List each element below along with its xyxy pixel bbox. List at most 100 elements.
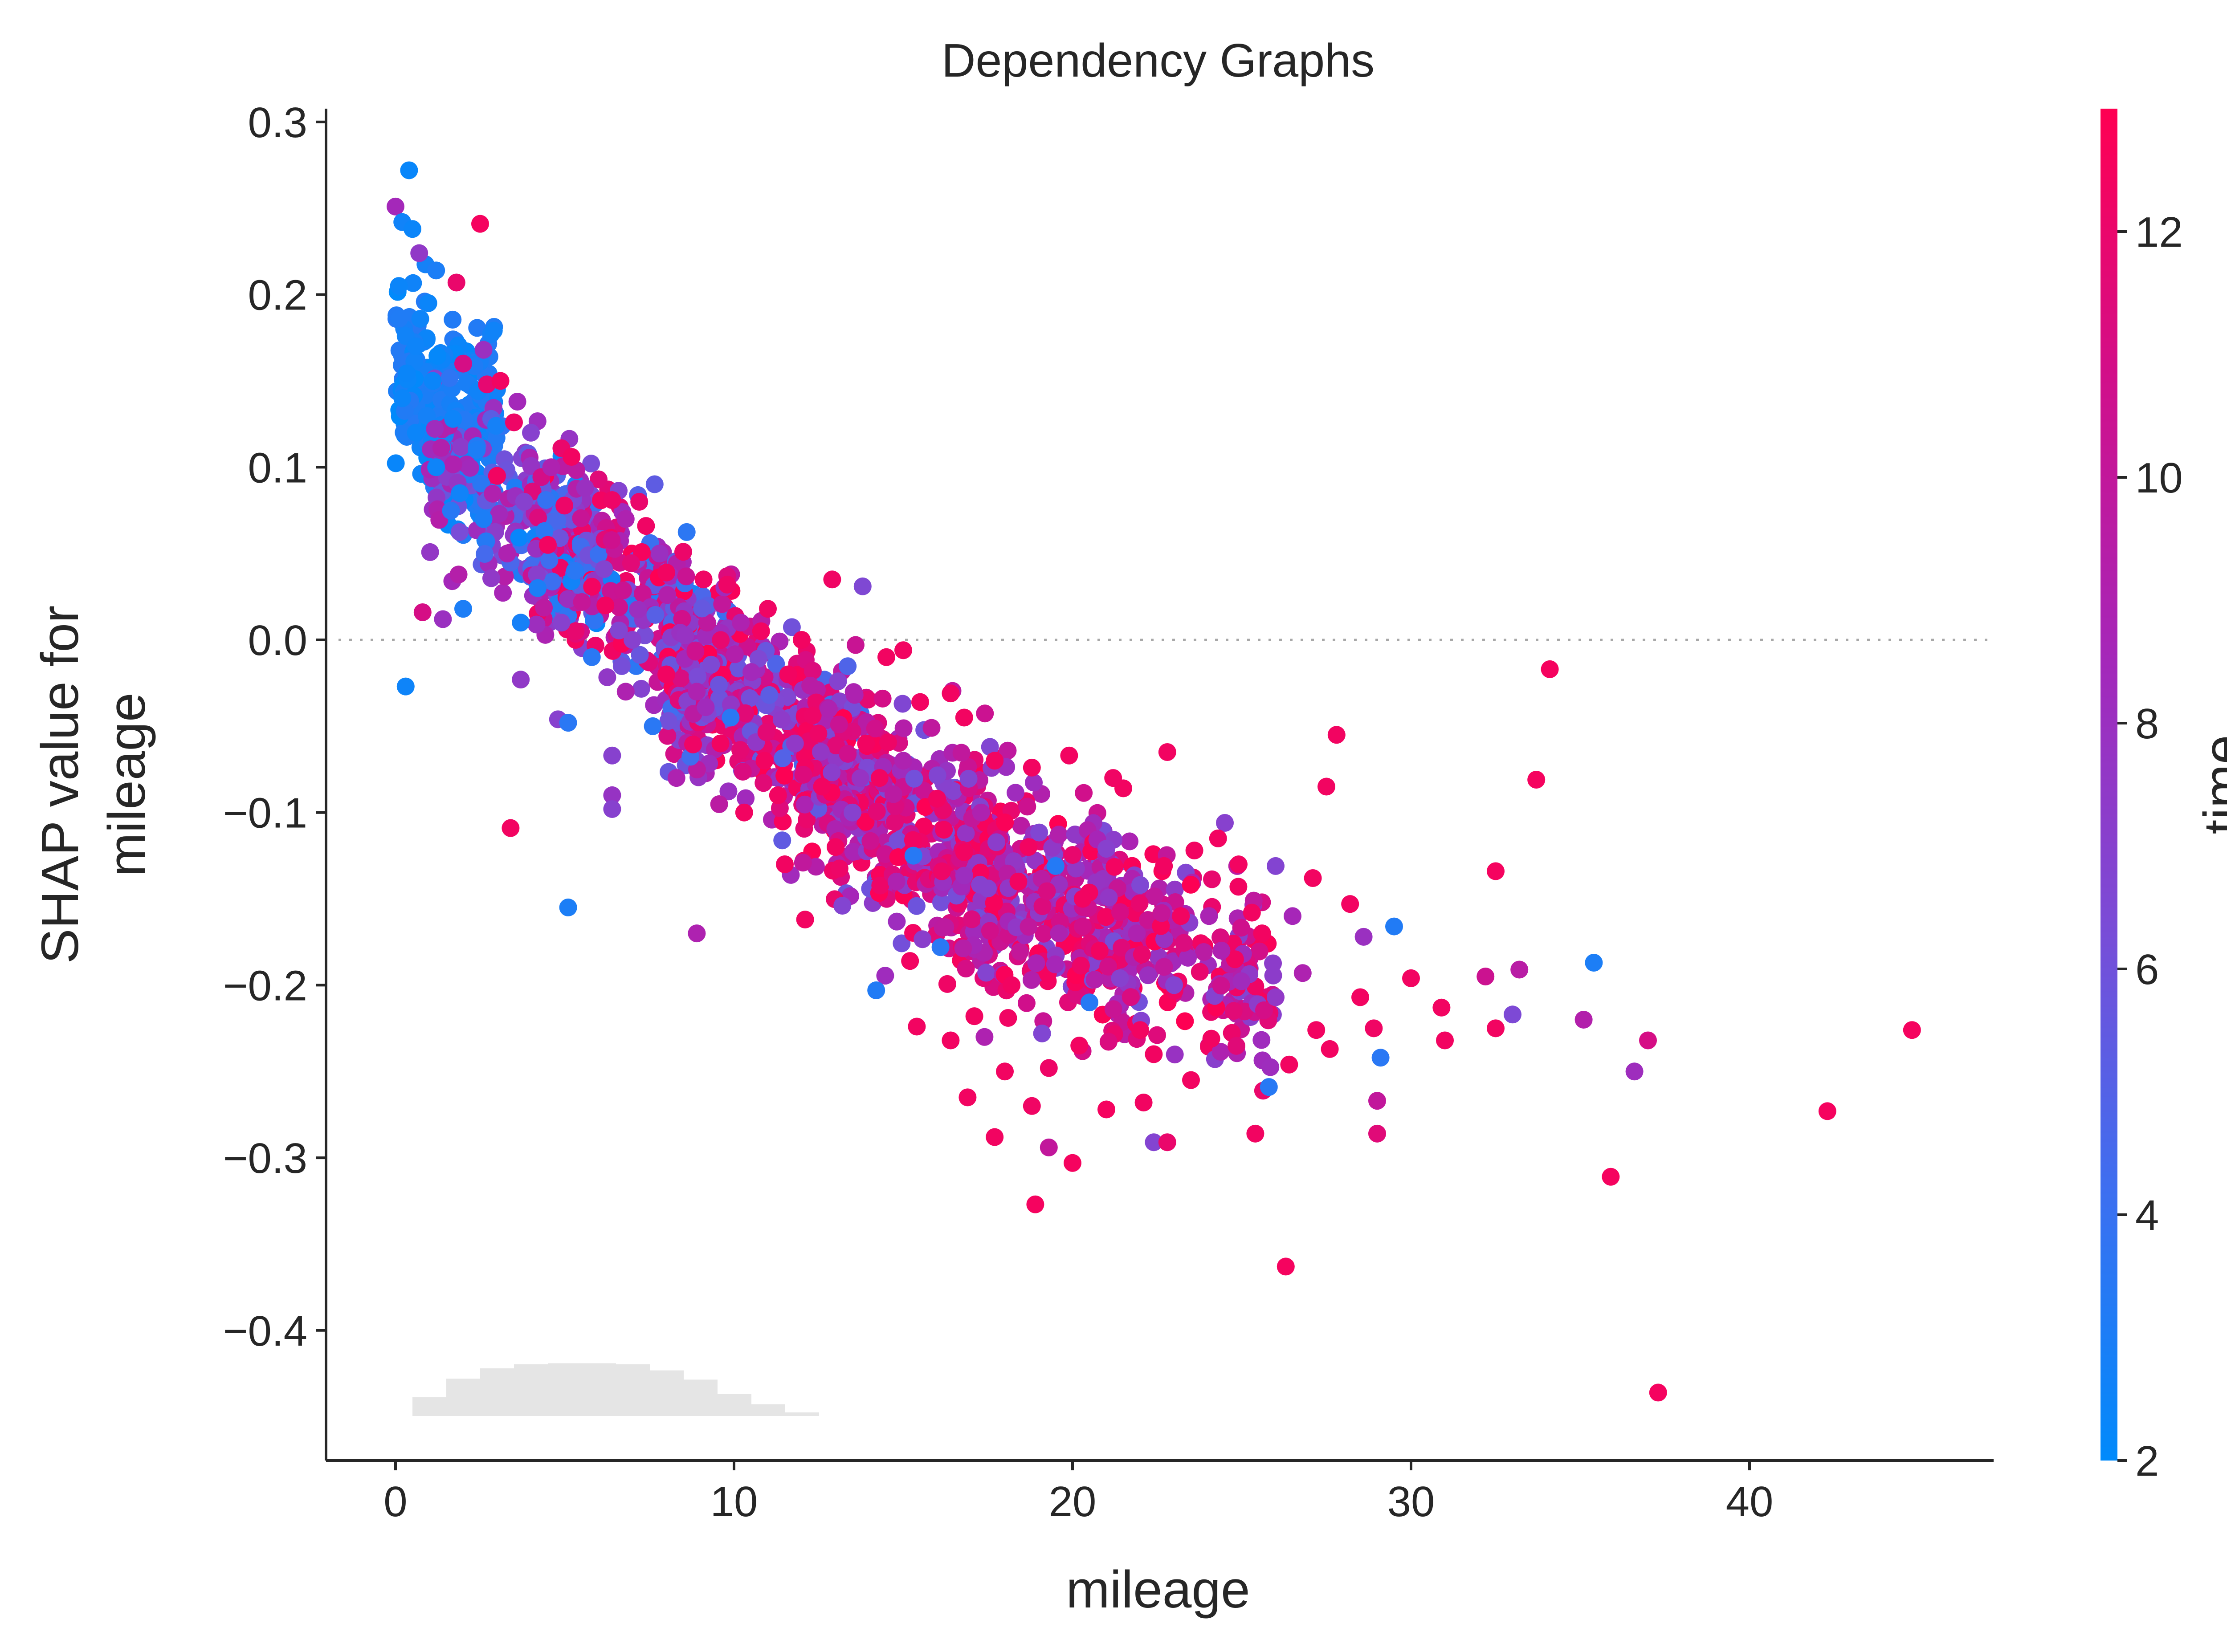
scatter-point <box>610 598 628 616</box>
colorbar: 2 4 6 8 10 12 time <box>2101 109 2227 1485</box>
scatter-point <box>742 663 761 681</box>
scatter-point <box>1487 862 1505 880</box>
scatter-point <box>1585 953 1603 972</box>
scatter-point <box>474 510 493 528</box>
x-tick-label: 0 <box>383 1478 407 1526</box>
scatter-point <box>1064 1154 1081 1172</box>
scatter-point <box>667 769 685 787</box>
colorbar-tick-label: 10 <box>2135 454 2183 502</box>
scatter-point <box>632 680 650 698</box>
scatter-point <box>732 614 750 632</box>
chart-title-group: Dependency Graphs <box>942 34 1375 87</box>
scatter-point <box>851 769 869 787</box>
scatter-point <box>1133 945 1151 964</box>
scatter-point <box>1317 777 1335 796</box>
scatter-point <box>1050 826 1068 844</box>
scatter-point <box>1307 1021 1326 1039</box>
scatter-point <box>629 600 647 618</box>
scatter-point <box>914 781 933 800</box>
scatter-point <box>515 492 533 511</box>
scatter-point <box>1040 1059 1058 1077</box>
scatter-point <box>674 543 692 561</box>
scatter-point <box>387 454 405 472</box>
scatter-point <box>673 610 691 628</box>
scatter-point <box>1046 955 1064 973</box>
scatter-point <box>1105 858 1124 876</box>
scatter-point <box>496 567 514 586</box>
scatter-point <box>697 698 715 716</box>
scatter-point <box>490 505 508 523</box>
scatter-point <box>390 309 408 328</box>
scatter-point <box>645 475 664 493</box>
scatter-point <box>1018 798 1036 816</box>
scatter-point <box>659 712 677 730</box>
scatter-point <box>1574 1010 1593 1029</box>
scatter-point <box>928 766 946 785</box>
histogram-bar <box>548 1363 582 1416</box>
histogram-bar <box>988 1450 1022 1461</box>
histogram-bar <box>920 1440 954 1461</box>
scatter-point <box>798 810 816 829</box>
scatter-point <box>672 669 690 688</box>
scatter-point <box>589 545 608 563</box>
scatter-point <box>603 491 621 509</box>
scatter-point <box>468 319 486 337</box>
scatter-point <box>861 832 880 850</box>
scatter-point <box>1067 859 1085 878</box>
scatter-point <box>474 341 493 359</box>
scatter-point <box>813 777 831 796</box>
scatter-point <box>871 876 889 895</box>
scatter-point <box>979 879 997 898</box>
scatter-point <box>1023 758 1041 777</box>
scatter-point <box>1818 1102 1836 1120</box>
scatter-point <box>976 704 994 723</box>
scatter-point <box>887 872 905 891</box>
scatter-point <box>1075 784 1093 802</box>
scatter-point <box>713 595 731 613</box>
scatter-point <box>830 859 848 878</box>
colorbar-tick-label: 8 <box>2135 700 2159 748</box>
scatter-point <box>1012 817 1030 835</box>
scatter-point <box>505 413 523 431</box>
scatter-point <box>1085 970 1104 989</box>
scatter-point <box>1011 943 1029 961</box>
scatter-point <box>529 509 547 527</box>
scatter-point <box>1072 956 1090 975</box>
scatter-point <box>1227 1037 1245 1055</box>
scatter-point <box>928 789 946 808</box>
colorbar-tick-label: 12 <box>2135 208 2183 256</box>
scatter-point <box>1073 890 1092 908</box>
scatter-point <box>1211 1043 1230 1061</box>
scatter-point <box>893 934 911 952</box>
scatter-point <box>833 897 852 915</box>
scatter-point <box>904 846 922 865</box>
scatter-point <box>555 496 574 515</box>
scatter-point <box>1060 746 1078 765</box>
scatter-point <box>830 716 848 734</box>
scatter-point <box>1277 1257 1295 1276</box>
y-tick-label: 0.1 <box>248 444 307 492</box>
scatter-point <box>1260 1078 1278 1096</box>
scatter-point <box>737 789 755 807</box>
scatter-point <box>857 813 875 831</box>
scatter-point <box>485 321 503 340</box>
scatter-point <box>632 543 651 561</box>
scatter-point <box>1038 882 1056 900</box>
scatter-point <box>502 819 520 837</box>
scatter-point <box>616 683 635 701</box>
histogram-bar <box>616 1364 650 1416</box>
scatter-point <box>965 1007 983 1025</box>
scatter-point <box>688 683 706 701</box>
scatter-point <box>407 337 425 355</box>
scatter-point <box>722 708 740 727</box>
scatter-point <box>786 734 804 753</box>
y-tick-label: −0.2 <box>223 962 307 1009</box>
scatter-point <box>894 752 912 770</box>
scatter-point <box>1145 1133 1163 1152</box>
scatter-point <box>1182 875 1200 894</box>
scatter-point <box>774 812 792 830</box>
scatter-point <box>1649 1383 1667 1402</box>
scatter-point <box>893 695 912 713</box>
scatter-point <box>1081 993 1098 1012</box>
scatter-point <box>1158 1133 1176 1152</box>
